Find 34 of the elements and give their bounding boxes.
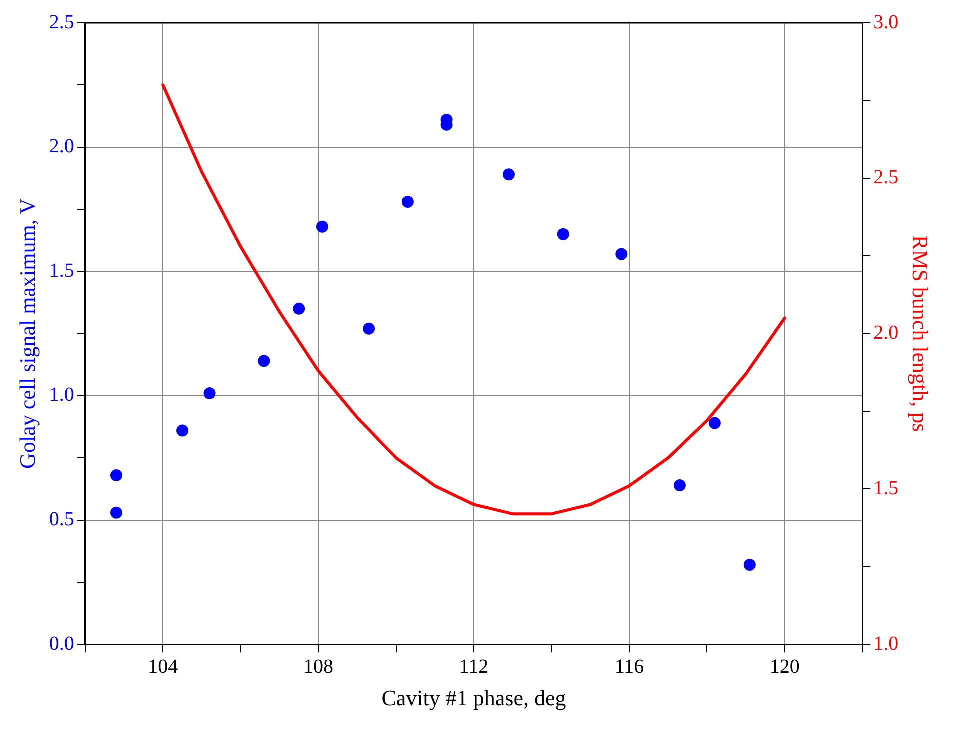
x-tick-label: 116 (614, 656, 644, 678)
point (110, 470, 122, 482)
y-tick-label: 1.0 (49, 384, 74, 406)
text: 0.0 (49, 632, 74, 655)
y-axis-title: Golay cell signal maximum, V (14, 198, 40, 469)
x-axis-title: Cavity #1 phase, deg (382, 686, 566, 711)
y2-tick-label: 1.0 (874, 632, 899, 655)
y2-tick-label: 2.0 (874, 322, 899, 344)
point (502, 168, 515, 181)
point (176, 424, 189, 437)
y2-tick-label: 1.5 (874, 477, 899, 500)
y-tick-label: 2.5 (49, 11, 74, 34)
point (402, 196, 414, 208)
point (674, 479, 686, 492)
y-tick-label: 1.5 (49, 260, 74, 282)
y2-tick-label: 2.5 (874, 166, 899, 189)
point (616, 248, 628, 260)
x-tick-label: 120 (770, 656, 800, 678)
point (110, 506, 122, 519)
point (744, 559, 756, 572)
point (363, 322, 376, 335)
point (204, 387, 216, 400)
y-tick-label: 2.0 (49, 136, 74, 158)
x-tick-label: 104 (148, 656, 178, 678)
y2-tick-label: 3.0 (874, 11, 899, 34)
point (708, 417, 721, 430)
point (258, 355, 270, 368)
x-tick-label: 108 (304, 656, 334, 678)
y-tick-label: 0.5 (49, 508, 74, 531)
x-tick-label: 112 (459, 656, 489, 678)
point (316, 220, 328, 233)
point (293, 302, 306, 315)
point (557, 228, 570, 240)
y2-axis-title: RMS bunch length, ps (908, 235, 934, 432)
